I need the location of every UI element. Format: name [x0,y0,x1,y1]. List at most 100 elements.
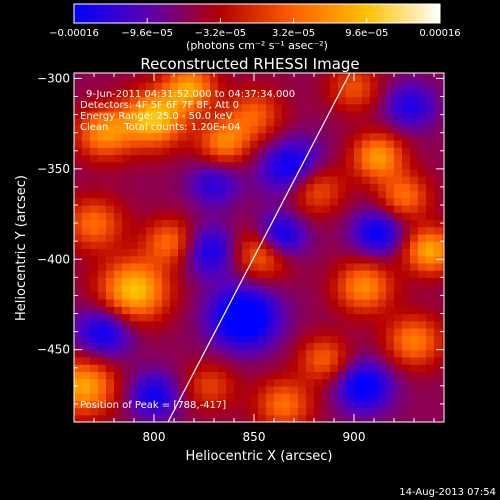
heatmap-cell [122,147,131,155]
heatmap-cell [274,414,283,422]
heatmap-cell [90,147,99,155]
heatmap-cell [370,327,379,336]
heatmap-cell [290,277,299,286]
heatmap-cell [202,313,211,322]
heatmap-cell [154,147,163,155]
heatmap-cell [98,284,107,293]
heatmap-cell [362,190,371,199]
heatmap-cell [354,407,363,416]
heatmap-cell [298,132,307,141]
heatmap-cell [410,183,419,192]
heatmap-cell [410,270,419,278]
heatmap-cell [162,74,171,83]
heatmap-cell [106,233,115,242]
heatmap-cell [394,313,403,322]
colorbar-tick-label: −9.6e−05 [121,28,173,39]
heatmap-cell [154,176,163,184]
heatmap-cell [338,291,347,300]
heatmap-cell [234,197,243,206]
heatmap-cell [306,291,315,300]
heatmap-cell [226,96,235,105]
heatmap-cell [370,118,379,127]
heatmap-cell [210,335,219,344]
heatmap-cell [242,205,251,213]
heatmap-cell [426,183,435,192]
heatmap-cell [378,190,387,199]
heatmap-cell [162,103,171,112]
heatmap-cell [442,349,444,358]
heatmap-cell [130,154,139,163]
heatmap-cell [98,393,107,401]
heatmap-cell [402,299,411,307]
heatmap-cell [394,335,403,344]
heatmap-cell [338,132,347,141]
heatmap-cell [314,103,323,112]
heatmap-cell [354,176,363,184]
heatmap-cell [162,132,171,141]
heatmap-cell [418,168,427,177]
heatmap-cell [418,212,427,221]
heatmap-cell [426,190,435,199]
heatmap-cell [210,82,219,90]
heatmap-cell [362,270,371,278]
heatmap-cell [146,219,155,228]
heatmap-cell [290,284,299,293]
heatmap-cell [346,299,355,307]
heatmap-cell [338,306,347,315]
heatmap-cell [274,385,283,394]
heatmap-cell [282,74,291,83]
heatmap-cell [402,349,411,358]
heatmap-cell [258,139,267,148]
heatmap-cell [426,393,435,401]
heatmap-cell [170,306,179,315]
heatmap-cell [218,82,227,90]
heatmap-cell [194,139,203,148]
heatmap-cell [202,393,211,401]
heatmap-cell [114,356,123,365]
heatmap-cell [114,125,123,134]
heatmap-cell [186,197,195,206]
heatmap-cell [442,371,444,380]
heatmap-cell [346,320,355,329]
heatmap-cell [298,205,307,213]
heatmap-cell [266,335,275,344]
heatmap-cell [322,103,331,112]
heatmap-cell [242,103,251,112]
heatmap-cell [210,183,219,192]
heatmap-cell [178,327,187,336]
heatmap-cell [394,320,403,329]
heatmap-cell [266,103,275,112]
heatmap-cell [386,74,395,83]
heatmap-cell [362,284,371,293]
heatmap-cell [386,190,395,199]
heatmap-cell [426,364,435,372]
heatmap-cell [282,342,291,351]
heatmap-cell [234,103,243,112]
heatmap-cell [82,168,91,177]
heatmap-cell [410,320,419,329]
heatmap-cell [282,378,291,387]
heatmap-cell [442,270,444,278]
heatmap-cell [170,262,179,271]
heatmap-cell [378,89,387,98]
heatmap-cell [402,327,411,336]
heatmap-cell [90,356,99,365]
heatmap-cell [210,356,219,365]
heatmap-cell [154,277,163,286]
heatmap-cell [434,393,443,401]
heatmap-cell [138,154,147,163]
heatmap-cell [82,270,91,278]
heatmap-cell [186,139,195,148]
heatmap-cell [98,226,107,235]
heatmap-cell [82,154,91,163]
annotation-energy: Energy Range: 25.0 - 50.0 keV [80,111,233,122]
heatmap-cell [194,132,203,141]
heatmap-cell [178,248,187,257]
heatmap-cell [378,385,387,394]
heatmap-cell [114,176,123,184]
heatmap-cell [234,147,243,155]
heatmap-cell [298,313,307,322]
heatmap-cell [306,147,315,155]
heatmap-cell [194,82,203,90]
heatmap-cell [362,168,371,177]
